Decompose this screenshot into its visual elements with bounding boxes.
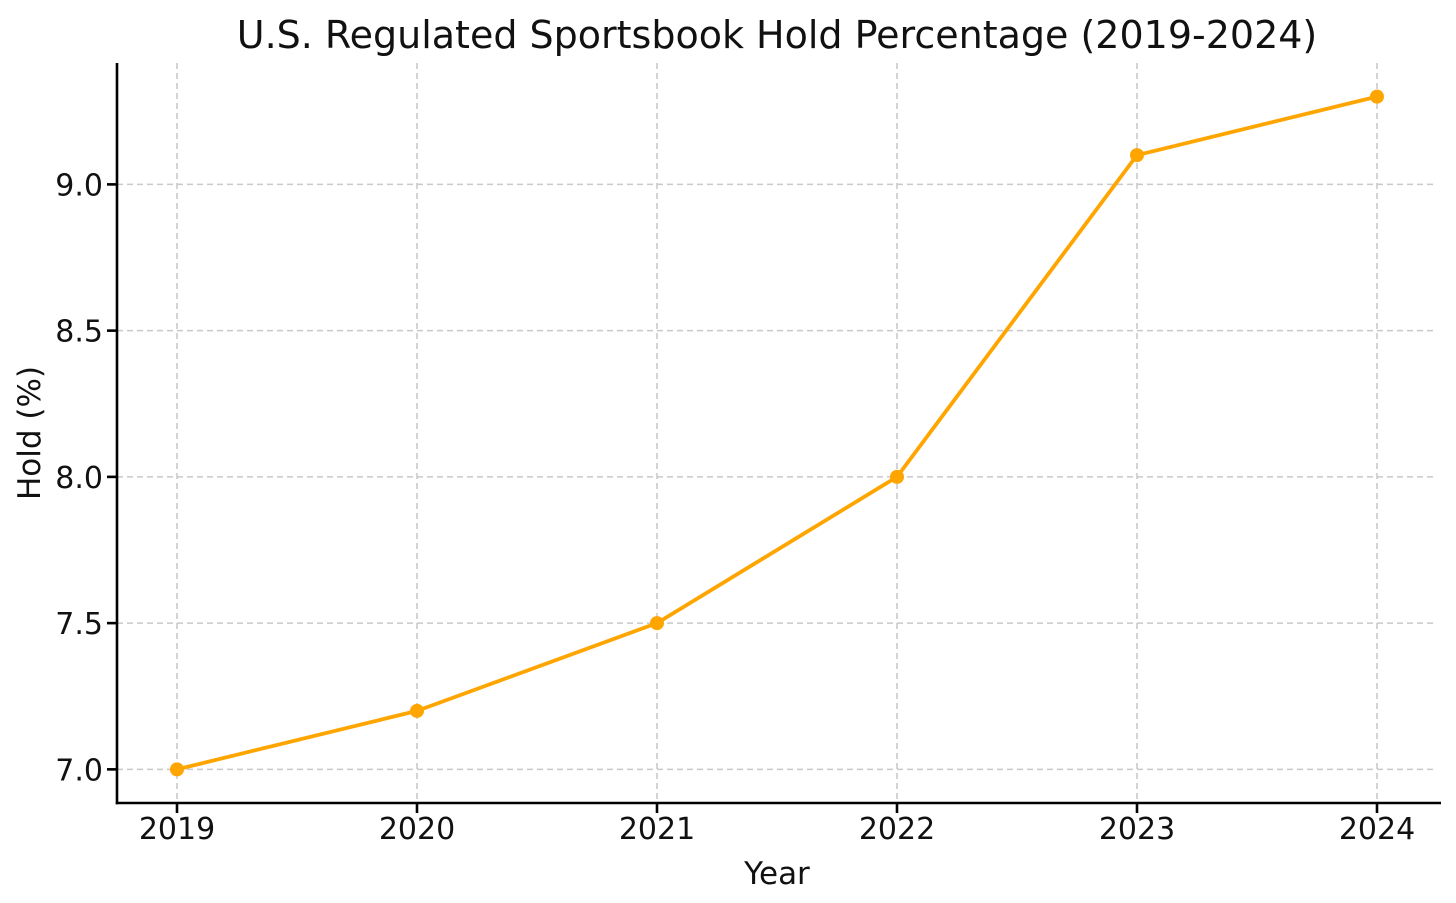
data-point-2019 [170,762,184,777]
y-axis-label: Hold (%) [12,366,48,500]
x-tick-label: 2021 [619,812,695,847]
axis-layer [107,63,1441,813]
x-tick-label: 2019 [139,812,215,847]
y-tick-label: 9.0 [55,168,103,203]
x-tick-label: 2020 [379,812,455,847]
data-series-layer [170,89,1384,777]
y-tick-label: 7.0 [55,753,103,788]
data-point-2022 [890,469,904,484]
data-point-2023 [1130,148,1144,163]
data-point-2024 [1370,89,1384,104]
y-tick-label: 8.0 [55,461,103,496]
x-axis-label: Year [743,856,810,892]
y-tick-label: 7.5 [55,607,103,642]
y-tick-label: 8.5 [55,315,103,350]
x-tick-label: 2023 [1099,812,1175,847]
series-line [175,94,1379,772]
data-point-2020 [410,703,424,718]
x-tick-label: 2022 [859,812,935,847]
data-point-2021 [650,616,664,631]
tick-label-layer: 2019 2020 2021 2022 2023 2024 7.0 7.5 8.0 8.5 9.0 [55,168,1415,847]
chart-title: U.S. Regulated Sportsbook Hold Percentag… [237,13,1318,57]
x-tick-label: 2024 [1339,812,1415,847]
grid-layer [117,63,1437,803]
